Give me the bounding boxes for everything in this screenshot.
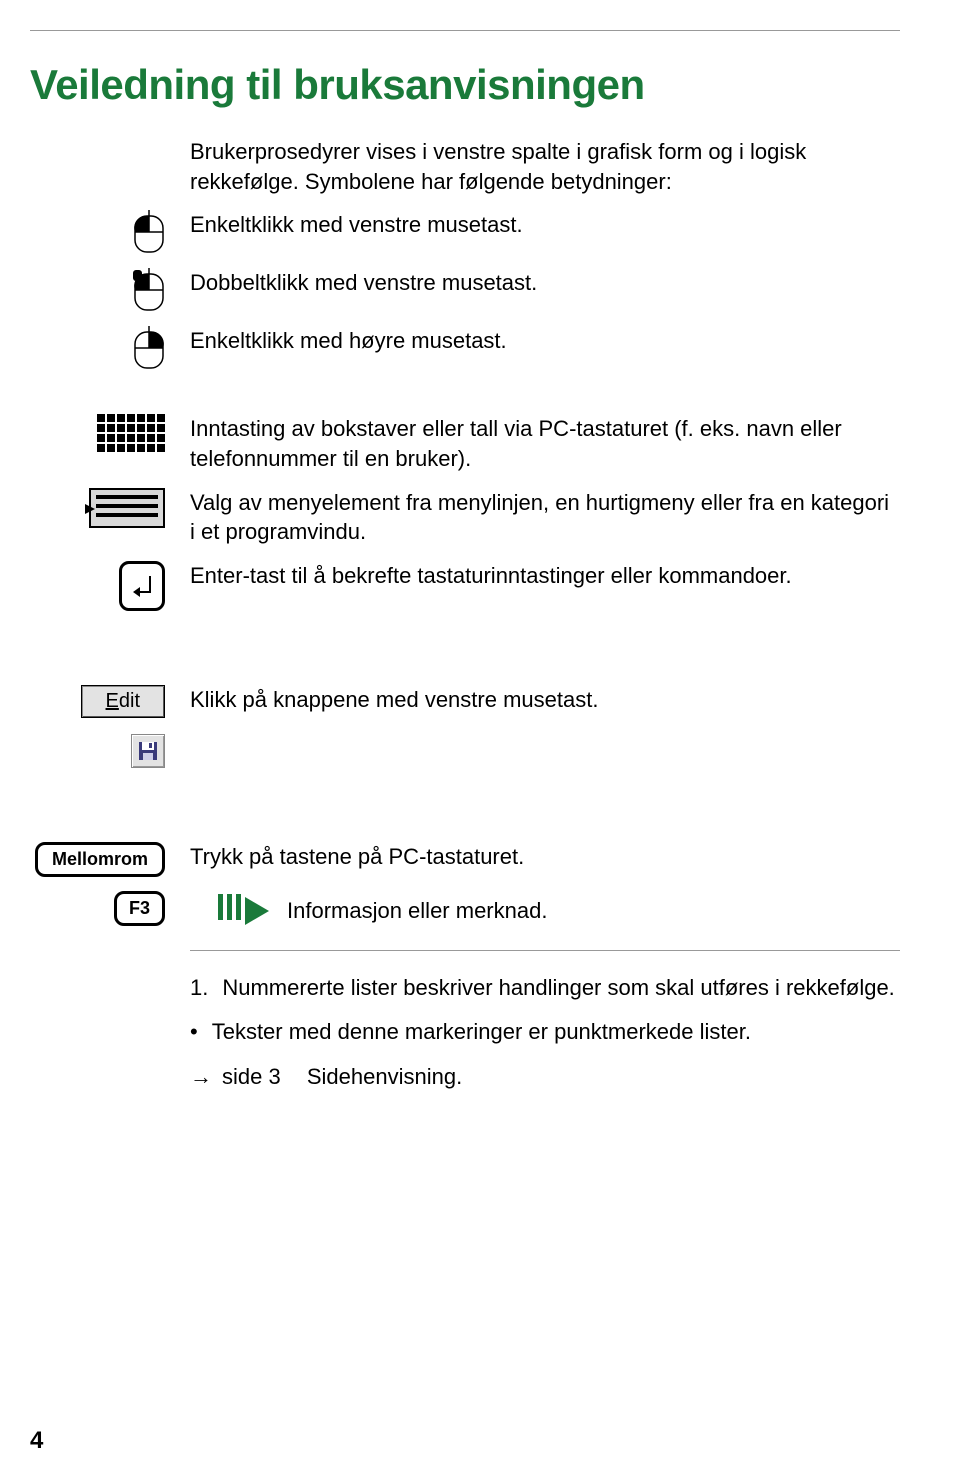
numbered-list-item: 1. Nummererte lister beskriver handlinge…: [190, 973, 900, 1004]
row-double-left: Dobbeltklikk med venstre musetast.: [30, 268, 900, 312]
row-single-right: Enkeltklikk med høyre musetast.: [30, 326, 900, 370]
keyboard-icon: [97, 414, 165, 452]
info-note-text: Informasjon eller merknad.: [287, 896, 547, 926]
enter-key-text: Enter-tast til å bekrefte tastaturinntas…: [190, 561, 900, 591]
edit-button-text: Klikk på knappene med venstre musetast.: [190, 685, 900, 715]
bullet: •: [190, 1017, 198, 1048]
mouse-left-click-icon: [133, 210, 165, 254]
single-right-text: Enkeltklikk med høyre musetast.: [190, 326, 900, 356]
space-key[interactable]: Mellomrom: [35, 842, 165, 877]
row-menu-select: Valg av menyelement fra menylinjen, en h…: [30, 488, 900, 547]
row-edit-button: Edit Klikk på knappene med venstre muset…: [30, 685, 900, 768]
bulleted-list-item: • Tekster med denne markeringer er punkt…: [190, 1017, 900, 1048]
reference-label: Sidehenvisning.: [307, 1062, 462, 1092]
info-note-row: Informasjon eller merknad.: [218, 894, 900, 928]
save-icon[interactable]: [131, 734, 165, 768]
reference-arrow-icon: →: [190, 1062, 212, 1092]
top-rule: [30, 30, 900, 31]
keyboard-typing-text: Inntasting av bokstaver eller tall via P…: [190, 414, 900, 473]
reference-page: side 3: [222, 1062, 281, 1092]
numbered-text: Nummererte lister beskriver handlinger s…: [222, 973, 894, 1004]
bulleted-text: Tekster med denne markeringer er punktme…: [212, 1017, 751, 1048]
mouse-right-click-icon: [133, 326, 165, 370]
mouse-double-left-click-icon: [133, 268, 165, 312]
row-key-caps: Mellomrom F3 Trykk på tastene på PC-tast…: [30, 842, 900, 1092]
intro-text: Brukerprosedyrer vises i venstre spalte …: [190, 137, 900, 196]
page-title: Veiledning til bruksanvisningen: [30, 61, 900, 109]
row-single-left: Enkeltklikk med venstre musetast.: [30, 210, 900, 254]
edit-button[interactable]: Edit: [81, 685, 165, 718]
f3-key[interactable]: F3: [114, 891, 165, 926]
enter-key-icon: [119, 561, 165, 611]
info-arrow-icon: [218, 894, 269, 928]
intro-row: Brukerprosedyrer vises i venstre spalte …: [30, 137, 900, 196]
menu-select-icon: [89, 488, 165, 528]
row-keyboard-typing: Inntasting av bokstaver eller tall via P…: [30, 414, 900, 473]
menu-select-text: Valg av menyelement fra menylinjen, en h…: [190, 488, 900, 547]
list-number: 1.: [190, 973, 208, 1004]
page-number: 4: [30, 1427, 43, 1455]
single-left-text: Enkeltklikk med venstre musetast.: [190, 210, 900, 240]
double-left-text: Dobbeltklikk med venstre musetast.: [190, 268, 900, 298]
row-enter-key: Enter-tast til å bekrefte tastaturinntas…: [30, 561, 900, 611]
page-reference: → side 3 Sidehenvisning.: [190, 1062, 900, 1092]
key-caps-text: Trykk på tastene på PC-tastaturet.: [190, 842, 900, 872]
section-rule: [190, 950, 900, 951]
